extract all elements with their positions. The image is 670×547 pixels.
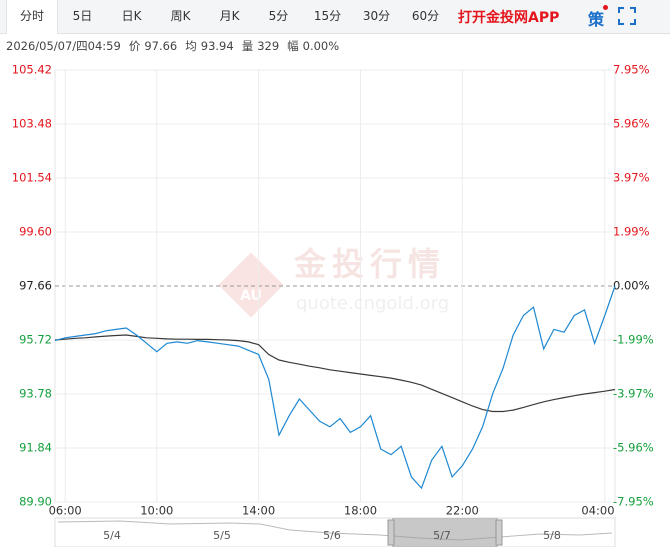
y2-tick-label: -3.97% xyxy=(613,386,654,400)
watermark-logo-shape xyxy=(218,252,284,318)
navigator-label: 5/5 xyxy=(213,529,231,542)
info-value: 0.00% xyxy=(302,39,340,53)
y2-tick-label: 1.99% xyxy=(613,224,650,238)
watermark: AU 金投行情 quote.cngold.org xyxy=(218,245,449,318)
app-link[interactable]: 打开金投网APP xyxy=(458,9,560,26)
info-value: 93.94 xyxy=(200,39,234,53)
watermark-title: 金投行情 xyxy=(293,245,446,283)
tab[interactable]: 分时 xyxy=(6,0,58,34)
info-item: 量 329 xyxy=(242,39,279,53)
notice-dot xyxy=(603,5,608,10)
info-item: 均 93.94 xyxy=(185,39,233,53)
info-label: 量 xyxy=(241,39,254,53)
series-line xyxy=(54,334,616,413)
y-tick-label: 89.90 xyxy=(19,495,52,509)
tab[interactable]: 周K xyxy=(170,9,191,23)
y-tick-label: 105.42 xyxy=(12,63,52,77)
tab[interactable]: 30分 xyxy=(362,9,391,23)
y-tick-label: 97.66 xyxy=(19,279,52,293)
y2-tick-label: 5.96% xyxy=(613,117,650,131)
tab[interactable]: 月K xyxy=(219,9,240,23)
y-tick-label: 103.48 xyxy=(12,117,52,131)
fullscreen-button[interactable] xyxy=(618,7,636,25)
info-line: 2026/05/07/四04:59 价 97.66 均 93.94 量 329 幅 0.00% xyxy=(6,38,347,54)
y-tick-label: 99.60 xyxy=(19,225,52,239)
info-item: 价 97.66 xyxy=(129,39,177,53)
y2-tick-label: 7.95% xyxy=(613,63,650,77)
info-datetime: 2026/05/07/四04:59 xyxy=(6,39,121,53)
info-item: 幅 0.00% xyxy=(287,39,339,53)
tab[interactable]: 60分 xyxy=(411,9,440,23)
tab[interactable]: 15分 xyxy=(313,9,342,23)
tab[interactable]: 日K xyxy=(121,9,142,23)
watermark-logo: AU xyxy=(240,288,262,304)
info-value: 97.66 xyxy=(144,39,178,53)
y-tick-label: 93.78 xyxy=(19,387,52,401)
navigator-window[interactable] xyxy=(392,518,498,547)
navigator-label: 5/4 xyxy=(103,529,121,542)
x-tick-label: 06:00 xyxy=(49,504,82,518)
watermark-url: quote.cngold.org xyxy=(296,293,449,314)
y2-tick-label: 0.00% xyxy=(613,279,650,293)
info-label: 价 xyxy=(128,39,141,53)
navigator-frame xyxy=(54,517,616,547)
y2-tick-label: 3.97% xyxy=(613,171,650,185)
navigator-handle[interactable] xyxy=(495,519,503,546)
x-tick-label: 14:00 xyxy=(242,504,275,518)
strategy-button[interactable]: 策 xyxy=(588,10,605,29)
info-label: 均 xyxy=(185,39,197,53)
navigator-line xyxy=(57,520,613,541)
navigator: 5/4 5/5 5/6 5/7 5/8 xyxy=(54,517,616,547)
tab[interactable]: 5日 xyxy=(72,9,93,23)
x-tick-label: 22:00 xyxy=(446,504,479,518)
navigator-label: 5/6 xyxy=(323,529,341,542)
x-tick-label: 10:00 xyxy=(140,504,173,518)
y2-tick-label: -1.99% xyxy=(613,333,654,347)
x-tick-label: 18:00 xyxy=(344,504,377,518)
y-tick-label: 95.72 xyxy=(19,333,52,347)
tab[interactable]: 5分 xyxy=(268,9,289,23)
plot-frame xyxy=(54,69,616,503)
y2-tick-label: -7.95% xyxy=(613,495,654,509)
series-line xyxy=(54,285,616,490)
info-value: 329 xyxy=(257,39,280,53)
y-tick-label: 101.54 xyxy=(12,171,52,185)
navigator-label: 5/7 xyxy=(433,529,451,542)
x-tick-label: 04:00 xyxy=(581,504,614,518)
toolbar: 分时 5日 日K 周K 月K 5分 15分 30分 60分 打开金投网APP xyxy=(0,0,670,34)
navigator-handle[interactable] xyxy=(387,519,395,546)
navigator-label: 5/8 xyxy=(543,529,561,542)
y-tick-label: 91.84 xyxy=(19,441,52,455)
info-label: 幅 xyxy=(287,39,299,53)
y2-tick-label: -5.96% xyxy=(613,440,654,454)
